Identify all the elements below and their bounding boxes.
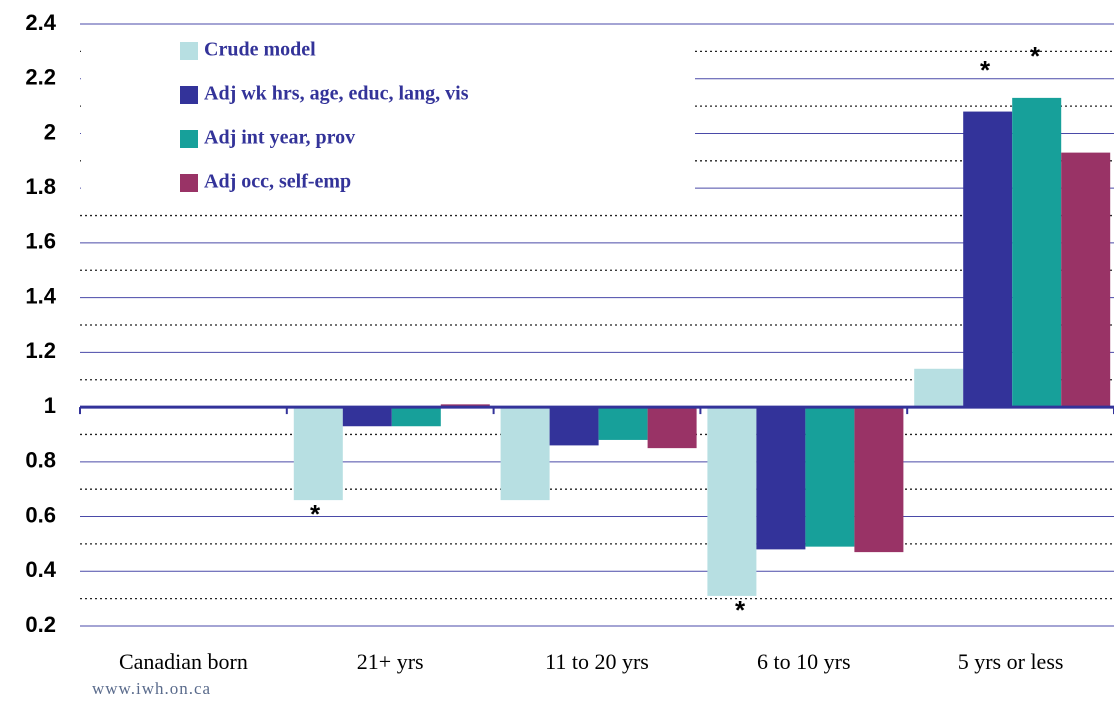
y-tick-label: 0.8 bbox=[25, 448, 56, 473]
legend-label: Adj wk hrs, age, educ, lang, vis bbox=[204, 83, 469, 105]
legend-swatch bbox=[180, 86, 198, 104]
y-tick-label: 1.8 bbox=[25, 174, 56, 199]
legend-swatch bbox=[180, 42, 198, 60]
bar bbox=[598, 407, 648, 440]
legend-label: Adj int year, prov bbox=[204, 127, 355, 149]
bar bbox=[647, 407, 697, 449]
annotation: * bbox=[980, 55, 991, 85]
bar bbox=[707, 407, 757, 596]
bar bbox=[293, 407, 343, 501]
bar bbox=[805, 407, 855, 547]
bar bbox=[1061, 152, 1111, 408]
annotation: * bbox=[310, 499, 321, 529]
x-tick-label: 21+ yrs bbox=[357, 649, 424, 674]
y-tick-label: 2.4 bbox=[25, 10, 56, 35]
bar bbox=[391, 407, 441, 427]
y-tick-label: 1 bbox=[44, 393, 56, 418]
annotation: * bbox=[735, 595, 746, 625]
bar bbox=[549, 407, 599, 446]
y-tick-label: 1.2 bbox=[25, 338, 56, 363]
legend-swatch bbox=[180, 130, 198, 148]
bar bbox=[756, 407, 806, 550]
x-tick-label: 5 yrs or less bbox=[958, 649, 1064, 674]
legend-swatch bbox=[180, 174, 198, 192]
y-tick-label: 0.4 bbox=[25, 557, 56, 582]
bar bbox=[854, 407, 904, 553]
bar bbox=[342, 407, 392, 427]
footer: www.iwh.on.ca bbox=[92, 679, 211, 698]
y-tick-label: 2.2 bbox=[25, 65, 56, 90]
y-tick-label: 1.4 bbox=[25, 283, 56, 308]
legend-label: Crude model bbox=[204, 39, 316, 61]
y-tick-label: 2 bbox=[44, 119, 56, 144]
legend-label: Adj occ, self-emp bbox=[204, 171, 351, 193]
x-tick-label: Canadian born bbox=[119, 649, 248, 674]
x-tick-label: 11 to 20 yrs bbox=[545, 649, 649, 674]
y-tick-label: 0.2 bbox=[25, 612, 56, 637]
y-tick-label: 0.6 bbox=[25, 502, 56, 527]
bar bbox=[500, 407, 550, 501]
bar bbox=[963, 111, 1013, 408]
y-tick-label: 1.6 bbox=[25, 229, 56, 254]
bar bbox=[1012, 97, 1062, 408]
annotation: * bbox=[1030, 41, 1041, 71]
x-tick-label: 6 to 10 yrs bbox=[757, 649, 851, 674]
bar bbox=[914, 368, 964, 408]
legend-box bbox=[81, 30, 695, 200]
